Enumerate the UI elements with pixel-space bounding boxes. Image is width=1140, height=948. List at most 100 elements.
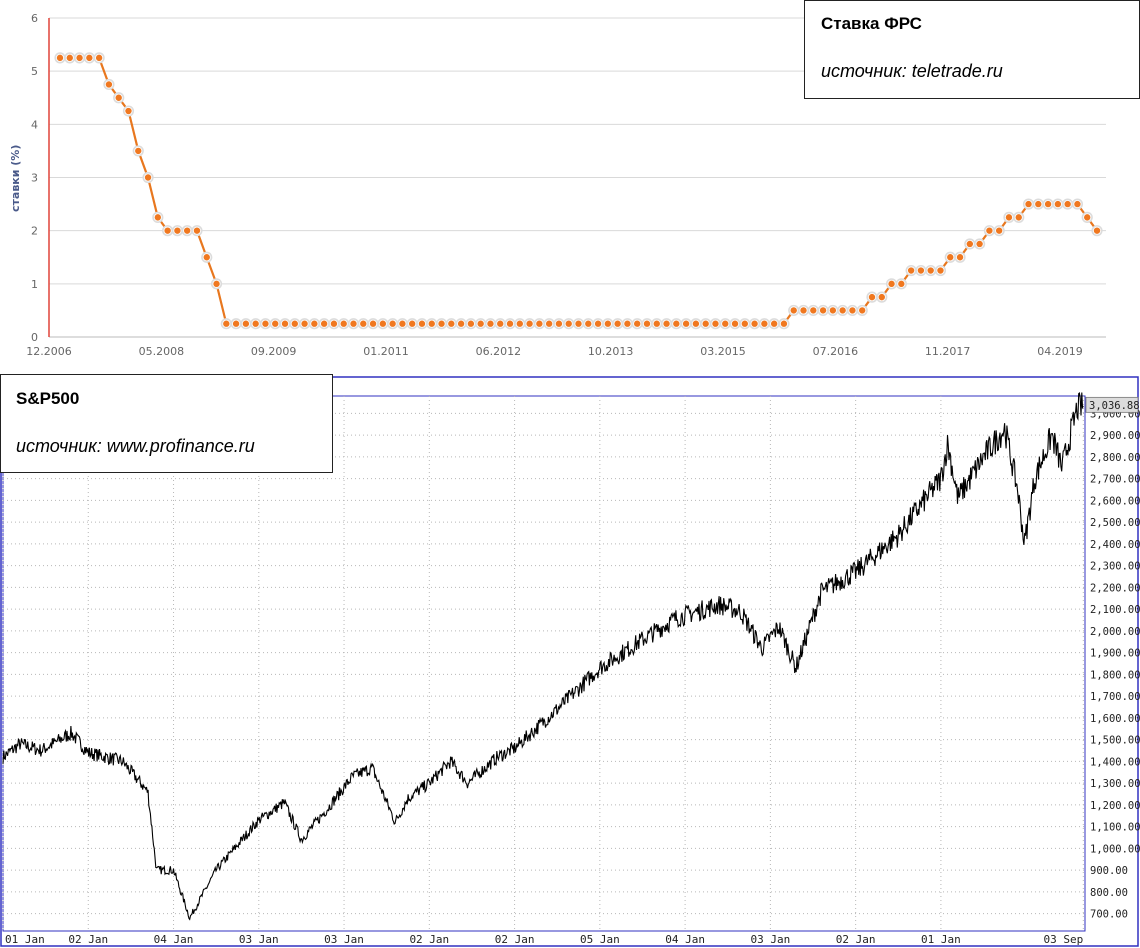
- fed-x-tick-label: 07.2016: [813, 345, 859, 358]
- fed-point: [124, 107, 133, 116]
- fed-y-axis-label: ставки (%): [9, 145, 22, 212]
- fed-point: [809, 306, 818, 315]
- fed-point: [222, 319, 231, 328]
- sp500-y-tick-label: 1,200.00: [1090, 800, 1140, 812]
- fed-point: [770, 319, 779, 328]
- sp500-y-tick-label: 1,300.00: [1090, 778, 1140, 790]
- fed-x-tick-labels: 12.2006 05.2008 09.2009 01.2011 06.2012 10.20…: [26, 345, 1083, 358]
- fed-point: [750, 319, 759, 328]
- sp500-y-tick-label: 2,800.00: [1090, 452, 1140, 464]
- fed-y-tick-label: 6: [31, 12, 38, 25]
- fed-point: [956, 253, 965, 262]
- fed-x-tick-label: 11.2017: [925, 345, 971, 358]
- sp500-last-value-tag: 3,036.88: [1085, 396, 1140, 413]
- fed-x-tick-label: 04.2019: [1037, 345, 1083, 358]
- sp500-y-tick-label: 1,600.00: [1090, 713, 1140, 725]
- fed-point: [564, 319, 573, 328]
- fed-caption-box: Ставка ФРС источник: teletrade.ru: [804, 0, 1140, 99]
- fed-point: [232, 319, 241, 328]
- sp500-x-tick-label: 02 Jan: [495, 933, 535, 946]
- sp500-y-tick-label: 2,100.00: [1090, 604, 1140, 616]
- fed-point: [1073, 200, 1082, 209]
- fed-point: [398, 319, 407, 328]
- fed-y-tick-label: 2: [31, 225, 38, 238]
- fed-point: [95, 53, 104, 62]
- fed-point: [310, 319, 319, 328]
- fed-point: [603, 319, 612, 328]
- fed-point: [916, 266, 925, 275]
- fed-point: [1034, 200, 1043, 209]
- sp500-y-tick-label: 2,400.00: [1090, 539, 1140, 551]
- fed-point: [1093, 226, 1102, 235]
- fed-point: [437, 319, 446, 328]
- fed-point: [799, 306, 808, 315]
- fed-point: [300, 319, 309, 328]
- fed-point: [652, 319, 661, 328]
- sp500-y-tick-label: 1,800.00: [1090, 669, 1140, 681]
- fed-point: [104, 80, 113, 89]
- fed-point: [672, 319, 681, 328]
- fed-point: [613, 319, 622, 328]
- fed-point: [946, 253, 955, 262]
- sp500-y-tick-label: 800.00: [1090, 887, 1128, 899]
- fed-point: [320, 319, 329, 328]
- fed-point: [1024, 200, 1033, 209]
- sp500-x-tick-label: 02 Jan: [68, 933, 108, 946]
- fed-point: [965, 239, 974, 248]
- fed-point: [75, 53, 84, 62]
- fed-point: [867, 293, 876, 302]
- fed-point: [281, 319, 290, 328]
- fed-point: [838, 306, 847, 315]
- fed-point: [369, 319, 378, 328]
- fed-point: [85, 53, 94, 62]
- fed-x-tick-label: 06.2012: [476, 345, 522, 358]
- fed-point: [995, 226, 1004, 235]
- fed-point: [144, 173, 153, 182]
- fed-point: [594, 319, 603, 328]
- fed-point: [897, 279, 906, 288]
- fed-point: [388, 319, 397, 328]
- fed-x-tick-label: 05.2008: [139, 345, 185, 358]
- fed-point: [682, 319, 691, 328]
- sp500-y-tick-labels: 700.00 800.00 900.00 1,000.00 1,100.00 1,200.…: [1090, 408, 1140, 920]
- sp500-x-tick-label: 05 Jan: [580, 933, 620, 946]
- sp500-caption-box: S&P500 источник: www.profinance.ru: [0, 374, 333, 473]
- fed-point: [457, 319, 466, 328]
- fed-x-tick-label: 01.2011: [363, 345, 409, 358]
- fed-point: [183, 226, 192, 235]
- sp500-y-tick-label: 1,400.00: [1090, 756, 1140, 768]
- sp500-price-line: [2, 391, 1084, 921]
- sp500-x-tick-label: 04 Jan: [154, 933, 194, 946]
- fed-y-tick-label: 5: [31, 65, 38, 78]
- fed-x-tick-label: 09.2009: [251, 345, 297, 358]
- fed-point: [858, 306, 867, 315]
- fed-point: [662, 319, 671, 328]
- fed-point: [574, 319, 583, 328]
- fed-y-tick-label: 3: [31, 172, 38, 185]
- fed-point: [985, 226, 994, 235]
- fed-x-tick-label: 12.2006: [26, 345, 72, 358]
- fed-point: [721, 319, 730, 328]
- fed-point: [349, 319, 358, 328]
- fed-rate-chart: 0 1 2 3 4 5 6 12.2006 05.2008 09.2009 01.2011 06.2…: [9, 12, 1106, 358]
- fed-point: [642, 319, 651, 328]
- fed-point: [1083, 213, 1092, 222]
- sp500-x-tick-label: 02 Jan: [836, 933, 876, 946]
- fed-point: [153, 213, 162, 222]
- fed-point: [554, 319, 563, 328]
- sp500-y-tick-label: 1,700.00: [1090, 691, 1140, 703]
- fed-point: [1053, 200, 1062, 209]
- sp500-caption-title: S&P500: [16, 389, 80, 408]
- fed-point: [584, 319, 593, 328]
- sp500-x-tick-label: 04 Jan: [665, 933, 705, 946]
- fed-y-tick-label: 0: [31, 331, 38, 344]
- sp500-last-value-box: [1085, 396, 1139, 413]
- fed-point: [339, 319, 348, 328]
- fed-point: [202, 253, 211, 262]
- sp500-y-tick-label: 2,500.00: [1090, 517, 1140, 529]
- fed-point: [789, 306, 798, 315]
- fed-point: [760, 319, 769, 328]
- fed-point: [779, 319, 788, 328]
- sp500-y-tick-label: 2,700.00: [1090, 474, 1140, 486]
- fed-point: [848, 306, 857, 315]
